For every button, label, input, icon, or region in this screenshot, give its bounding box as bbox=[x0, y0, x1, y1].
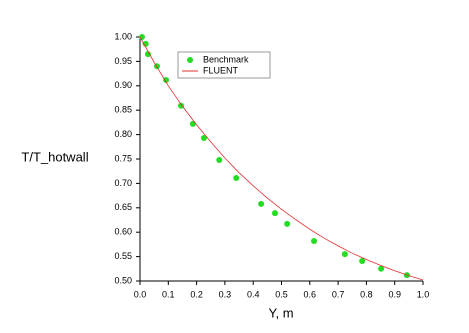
legend-marker bbox=[187, 57, 193, 63]
y-axis-title: T/T_hotwall bbox=[21, 149, 88, 164]
x-tick-label: 0.6 bbox=[304, 289, 317, 299]
data-point bbox=[359, 257, 366, 264]
y-tick-label: 0.60 bbox=[114, 227, 132, 237]
data-point bbox=[341, 251, 348, 258]
x-tick-label: 0.9 bbox=[388, 289, 401, 299]
x-tick-label: 0.7 bbox=[332, 289, 345, 299]
y-tick-label: 0.85 bbox=[114, 105, 132, 115]
data-point bbox=[284, 220, 291, 227]
x-tick-label: 0.2 bbox=[190, 289, 203, 299]
data-point bbox=[216, 156, 223, 163]
x-tick-label: 0.3 bbox=[219, 289, 232, 299]
legend-box bbox=[177, 51, 271, 79]
legend-label: FLUENT bbox=[203, 65, 239, 75]
x-tick-label: 0.0 bbox=[134, 289, 147, 299]
data-point bbox=[142, 40, 149, 47]
data-point bbox=[189, 120, 196, 127]
x-tick-label: 0.4 bbox=[247, 289, 260, 299]
y-tick-label: 1.00 bbox=[114, 31, 132, 41]
y-tick-label: 0.55 bbox=[114, 251, 132, 261]
data-point bbox=[144, 51, 151, 58]
y-tick-label: 0.70 bbox=[114, 178, 132, 188]
y-tick-label: 0.65 bbox=[114, 202, 132, 212]
x-tick-label: 0.5 bbox=[275, 289, 288, 299]
data-point bbox=[311, 237, 318, 244]
y-tick-label: 0.50 bbox=[114, 275, 132, 285]
data-point bbox=[163, 76, 170, 83]
data-point bbox=[138, 34, 145, 40]
data-point bbox=[233, 175, 240, 182]
x-tick-label: 0.1 bbox=[162, 289, 175, 299]
series-line bbox=[139, 36, 424, 281]
data-point bbox=[200, 135, 207, 142]
data-point bbox=[178, 102, 185, 109]
data-point bbox=[271, 210, 278, 217]
y-tick-label: 0.80 bbox=[114, 129, 132, 139]
legend-label: Benchmark bbox=[203, 54, 249, 64]
x-tick-label: 0.8 bbox=[360, 289, 373, 299]
data-point bbox=[258, 200, 265, 207]
x-axis-title: Y, m bbox=[268, 305, 293, 320]
y-tick-label: 0.95 bbox=[114, 56, 132, 66]
data-point bbox=[378, 265, 385, 272]
x-tick-label: 1.0 bbox=[417, 289, 430, 299]
y-tick-label: 0.75 bbox=[114, 153, 132, 163]
y-tick-label: 0.90 bbox=[114, 80, 132, 90]
